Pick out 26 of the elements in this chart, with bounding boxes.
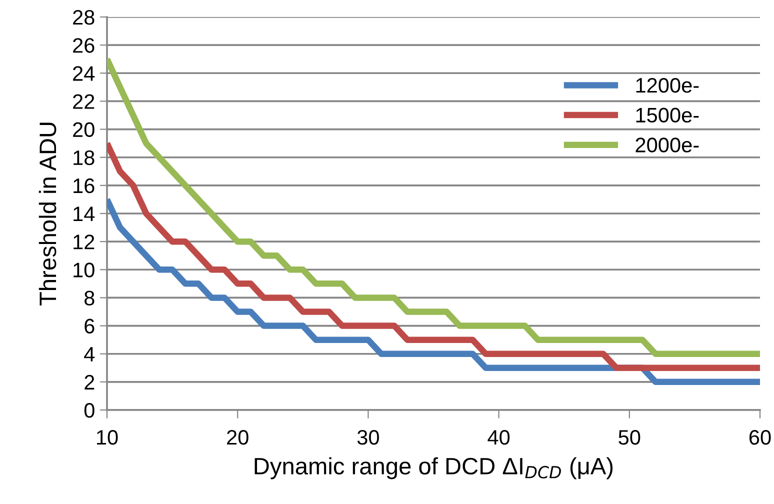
y-tick-label: 10 <box>74 262 94 278</box>
y-tick-label: 24 <box>73 66 95 81</box>
y-tick-label: 22 <box>73 94 94 109</box>
x-tick-label: 30 <box>357 430 379 445</box>
y-tick-label: 0 <box>84 403 94 418</box>
y-tick-label: 18 <box>74 150 94 166</box>
y-tick-label: 20 <box>73 122 94 138</box>
legend-label: 2000e- <box>636 138 699 152</box>
y-tick-label: 4 <box>84 347 95 362</box>
y-axis-title: Threshold in ADU <box>38 122 56 306</box>
x-tick-label: 40 <box>488 430 510 445</box>
y-tick-label: 2 <box>84 374 94 390</box>
y-tick-label: 28 <box>73 10 94 25</box>
x-tick-label: 20 <box>227 430 248 445</box>
x-tick-label: 50 <box>618 430 640 445</box>
y-tick-label: 6 <box>84 318 94 334</box>
x-axis-title: Dynamic range of DCD ΔI$_{DCD}$ (μA) <box>254 457 613 480</box>
legend-label: 1500e- <box>636 108 699 123</box>
legend-label: 1200e- <box>636 78 699 93</box>
x-tick-label: 10 <box>97 430 118 445</box>
x-tick-label: 60 <box>749 430 771 445</box>
y-tick-label: 26 <box>73 38 94 53</box>
y-tick-label: 12 <box>74 234 94 250</box>
y-tick-label: 14 <box>74 206 95 222</box>
y-tick-label: 8 <box>84 290 94 306</box>
y-tick-label: 16 <box>74 178 94 194</box>
